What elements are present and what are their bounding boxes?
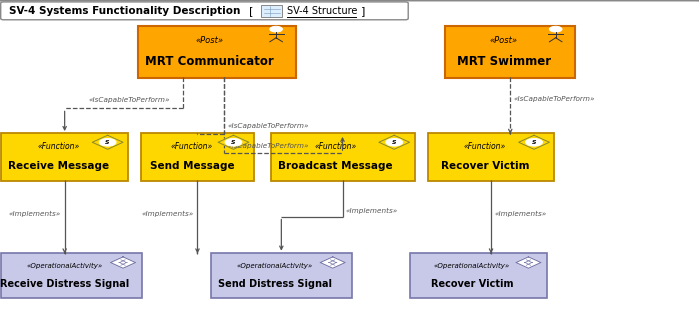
- Circle shape: [225, 138, 242, 146]
- FancyBboxPatch shape: [141, 133, 254, 181]
- Text: «IsCapableToPerform»: «IsCapableToPerform»: [228, 123, 310, 129]
- Text: S: S: [106, 140, 110, 145]
- Text: Broadcast Message: Broadcast Message: [278, 161, 393, 171]
- Text: Recover Victim: Recover Victim: [431, 279, 514, 289]
- Text: Receive Message: Receive Message: [8, 161, 109, 171]
- Text: S: S: [532, 140, 536, 145]
- Text: MRT Swimmer: MRT Swimmer: [457, 55, 551, 68]
- Text: Receive Distress Signal: Receive Distress Signal: [0, 279, 129, 289]
- Text: «Function»: «Function»: [464, 142, 506, 152]
- Text: «Implements»: «Implements»: [495, 211, 547, 217]
- Polygon shape: [516, 257, 541, 268]
- Text: «Post»: «Post»: [490, 36, 518, 46]
- FancyBboxPatch shape: [261, 5, 282, 17]
- Polygon shape: [218, 135, 249, 149]
- Text: Recover Victim: Recover Victim: [440, 161, 529, 171]
- Text: «OperationalActivity»: «OperationalActivity»: [236, 263, 312, 269]
- Text: «IsCapableToPerform»: «IsCapableToPerform»: [228, 143, 310, 149]
- Text: «Function»: «Function»: [171, 142, 213, 152]
- Text: «IsCapableToPerform»: «IsCapableToPerform»: [89, 98, 170, 103]
- FancyBboxPatch shape: [1, 133, 128, 181]
- FancyBboxPatch shape: [271, 133, 415, 181]
- Text: «Implements»: «Implements»: [142, 211, 194, 217]
- Polygon shape: [320, 257, 345, 268]
- Circle shape: [99, 138, 116, 146]
- FancyBboxPatch shape: [211, 253, 352, 298]
- Circle shape: [526, 138, 542, 146]
- Text: MRT Communicator: MRT Communicator: [145, 55, 273, 68]
- Text: ]: ]: [361, 6, 366, 16]
- Text: Send Message: Send Message: [150, 161, 234, 171]
- Text: «Implements»: «Implements»: [346, 208, 398, 214]
- Polygon shape: [519, 135, 549, 149]
- Circle shape: [270, 26, 282, 32]
- Text: [: [: [250, 6, 254, 16]
- Polygon shape: [379, 135, 410, 149]
- FancyBboxPatch shape: [1, 2, 408, 20]
- FancyBboxPatch shape: [1, 253, 142, 298]
- Text: «Implements»: «Implements»: [9, 211, 62, 217]
- FancyBboxPatch shape: [445, 26, 575, 78]
- Text: «OperationalActivity»: «OperationalActivity»: [27, 263, 103, 269]
- Text: «Function»: «Function»: [38, 142, 80, 152]
- Text: Send Distress Signal: Send Distress Signal: [217, 279, 331, 289]
- Text: «Function»: «Function»: [315, 142, 356, 152]
- FancyBboxPatch shape: [410, 253, 547, 298]
- Text: S: S: [231, 140, 236, 145]
- FancyBboxPatch shape: [428, 133, 554, 181]
- Text: «Post»: «Post»: [195, 36, 223, 46]
- Text: S: S: [392, 140, 396, 145]
- Text: SV-4 Structure: SV-4 Structure: [287, 6, 358, 16]
- FancyBboxPatch shape: [138, 26, 296, 78]
- Circle shape: [549, 26, 562, 32]
- Polygon shape: [110, 257, 136, 268]
- Circle shape: [386, 138, 403, 146]
- Text: «OperationalActivity»: «OperationalActivity»: [434, 263, 510, 269]
- Text: SV-4 Systems Functionality Description: SV-4 Systems Functionality Description: [9, 6, 240, 16]
- Text: «IsCapableToPerform»: «IsCapableToPerform»: [514, 96, 596, 102]
- Polygon shape: [92, 135, 123, 149]
